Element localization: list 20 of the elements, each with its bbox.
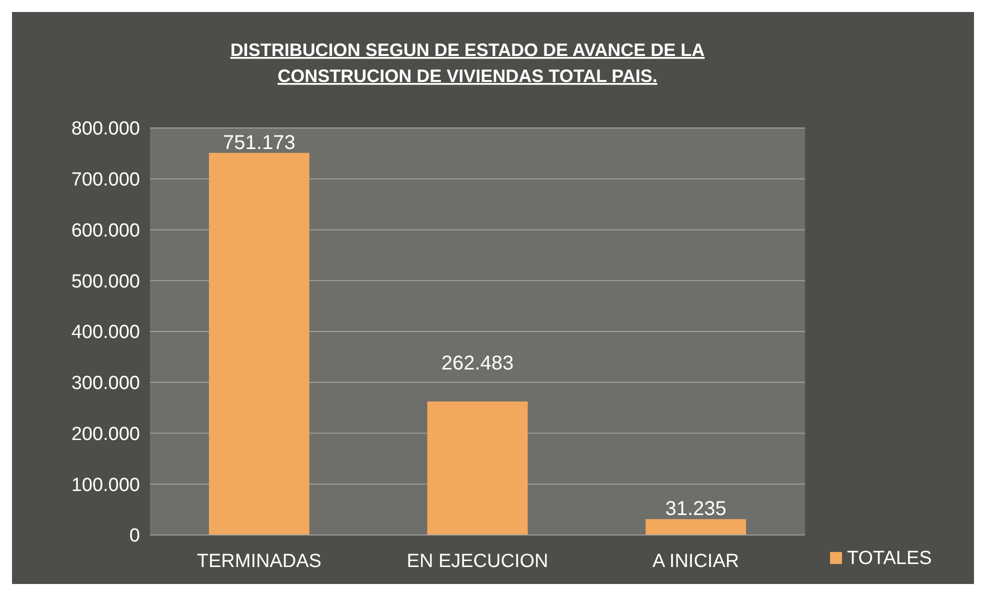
y-tick-label: 600.000 bbox=[71, 220, 140, 242]
y-tick-label: 700.000 bbox=[71, 170, 140, 191]
x-tick-label: A INICIAR bbox=[652, 551, 740, 572]
bar bbox=[646, 519, 746, 535]
bar bbox=[208, 152, 310, 535]
y-tick-label: 300.000 bbox=[71, 373, 140, 394]
x-tick-label: EN EJECUCION bbox=[406, 551, 548, 572]
y-tick-label: 0 bbox=[129, 526, 140, 547]
data-label: 31.235 bbox=[665, 498, 726, 520]
y-tick-label: 200.000 bbox=[71, 424, 140, 445]
data-label: 262.483 bbox=[441, 352, 514, 374]
data-label: 751.173 bbox=[223, 132, 296, 154]
legend-label: TOTALES bbox=[847, 548, 932, 569]
y-tick-label: 400.000 bbox=[71, 322, 140, 344]
y-tick-label: 800.000 bbox=[71, 118, 140, 140]
chart-title: DISTRIBUCION SEGUN DE ESTADO DE AVANCE DE LA CONSTRUCION DE VIVIENDAS TOTAL PAIS. bbox=[230, 40, 705, 86]
x-tick-label: TERMINADAS bbox=[196, 551, 322, 572]
bar bbox=[427, 401, 528, 535]
y-tick-label: 100.000 bbox=[71, 474, 140, 496]
y-tick-label: 500.000 bbox=[71, 271, 140, 292]
